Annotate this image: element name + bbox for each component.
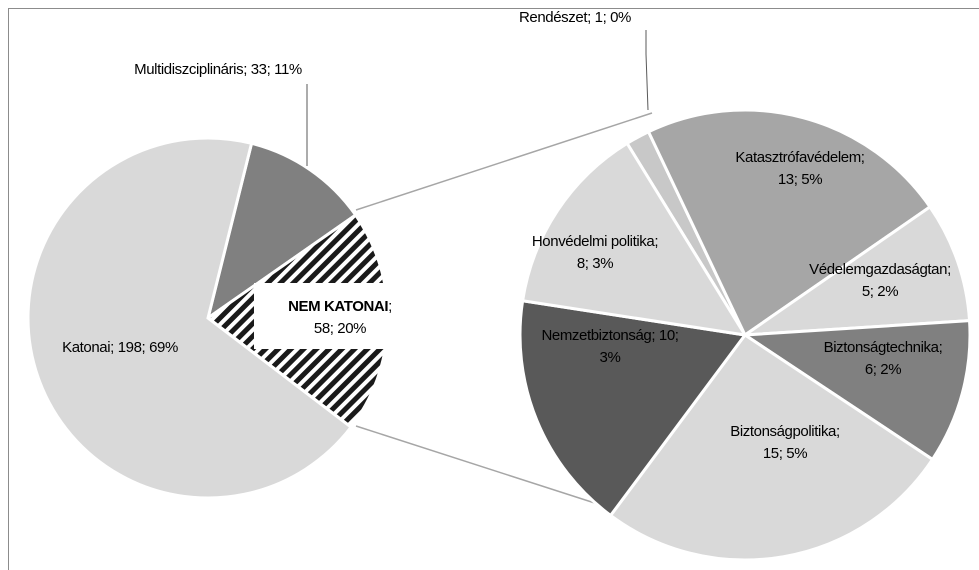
label-text: 58; 20%: [314, 320, 366, 337]
label-text: 3%: [600, 349, 621, 366]
pie-slice: [739, 204, 972, 337]
label-text: Biztonságpolitika;: [730, 423, 840, 440]
pie-slice: [646, 108, 933, 338]
label-text: 6; 2%: [865, 361, 901, 378]
label-text: Multidiszciplináris; 33; 11%: [134, 61, 302, 78]
label-box: [254, 283, 402, 349]
label-text: Honvédelmi politika;: [532, 233, 658, 250]
label-text: Katasztrófavédelem;: [735, 149, 864, 166]
data-label: Védelemgazdaságtan; 5; 2%: [809, 261, 951, 300]
pie-slice: [608, 332, 935, 562]
data-label: Honvédelmi politika; 8; 3%: [532, 233, 658, 272]
label-text: 8; 3%: [577, 255, 613, 272]
chart-border: [8, 8, 979, 570]
pie-slice: [518, 299, 748, 518]
data-label: Katonai; 198; 69%: [62, 339, 178, 356]
label-text: Rendészet; 1; 0%: [519, 9, 631, 26]
pie-slice: [26, 136, 354, 500]
data-label: Multidiszciplináris; 33; 11%: [134, 61, 302, 78]
leader-line: [645, 30, 649, 111]
data-label: Nemzetbiztonság; 10; 3%: [541, 327, 678, 366]
label-text: ;: [388, 298, 392, 315]
pie-slice: [205, 141, 358, 322]
data-label: NEM KATONAI; 58; 20%: [288, 298, 392, 337]
label-text: NEM KATONAI: [288, 298, 388, 315]
data-label: Biztonságtechnika; 6; 2%: [824, 339, 943, 378]
pie-slice: [520, 141, 748, 337]
label-text: Nemzetbiztonság; 10;: [541, 327, 678, 344]
pie-slice: [740, 319, 972, 462]
label-text: 5; 2%: [862, 283, 898, 300]
connector-line: [355, 112, 653, 211]
data-label: Katasztrófavédelem; 13; 5%: [735, 149, 864, 188]
label-text: Biztonságtechnika;: [824, 339, 943, 356]
label-text: Védelemgazdaságtan;: [809, 261, 951, 278]
label-text: 15; 5%: [763, 445, 807, 462]
label-text: Katonai; 198; 69%: [62, 339, 178, 356]
label-text: 13; 5%: [778, 171, 822, 188]
data-label: Rendészet; 1; 0%: [519, 9, 631, 26]
data-label: Biztonságpolitika; 15; 5%: [730, 423, 840, 462]
connector-line: [355, 425, 605, 507]
